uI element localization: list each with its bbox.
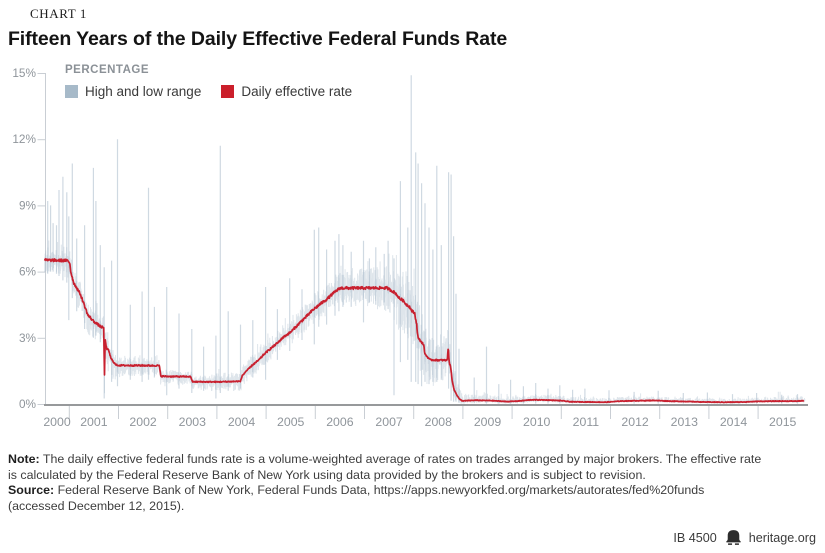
site-url: heritage.org xyxy=(748,530,816,545)
high-low-spikes xyxy=(47,75,799,404)
legend-swatch-range-icon xyxy=(65,85,78,98)
x-axis-year-label: 2008 xyxy=(425,415,453,429)
y-axis-tick-label: 15% xyxy=(12,66,36,80)
note-line-1: Note: The daily effective federal funds … xyxy=(8,452,762,466)
heritage-bell-icon xyxy=(725,529,742,546)
x-axis-year-label: 2013 xyxy=(671,415,699,429)
x-axis-year-label: 2004 xyxy=(228,415,256,429)
y-axis-tick-label: 3% xyxy=(19,331,37,345)
legend-row: High and low range Daily effective rate xyxy=(65,84,352,99)
footer: IB 4500 heritage.org xyxy=(673,529,816,546)
x-axis-year-label: 2002 xyxy=(129,415,157,429)
x-axis-year-label: 2007 xyxy=(375,415,403,429)
x-axis-year-label: 2006 xyxy=(326,415,354,429)
x-axis-year-label: 2012 xyxy=(621,415,649,429)
source-line-2: (accessed December 12, 2015). xyxy=(8,498,185,513)
note-line-2: is calculated by the Federal Reserve Ban… xyxy=(8,467,646,482)
x-axis-year-label: 2003 xyxy=(179,415,207,429)
x-axis-year-label: 2014 xyxy=(720,415,748,429)
legend-label-rate: Daily effective rate xyxy=(241,84,353,99)
chart-legend: PERCENTAGE High and low range Daily effe… xyxy=(65,64,352,99)
y-axis-heading: PERCENTAGE xyxy=(65,64,150,76)
x-axis-year-label: 2011 xyxy=(573,415,600,429)
chart-title: Fifteen Years of the Daily Effective Fed… xyxy=(8,28,508,50)
axes: 0% 3% 6% 9% 12% 15% 2000 2001 2002 2003 2004 2005 20… xyxy=(12,66,808,429)
source-line-1: Source: Federal Reserve Bank of New York… xyxy=(8,483,705,498)
report-id: IB 4500 xyxy=(673,530,717,545)
y-axis-tick-label: 6% xyxy=(19,265,37,279)
footnote-block: Note: The daily effective federal funds … xyxy=(8,452,793,514)
x-axis-year-label: 2000 xyxy=(43,415,71,429)
y-axis-tick-label: 12% xyxy=(12,132,36,146)
x-axis-year-label: 2010 xyxy=(523,415,551,429)
source-label: Source: xyxy=(8,483,55,498)
x-axis-year-label: 2015 xyxy=(769,415,797,429)
legend-label-range: High and low range xyxy=(85,84,202,99)
x-axis-year-label: 2009 xyxy=(474,415,502,429)
x-axis-year-label: 2001 xyxy=(80,415,108,429)
chart-kicker: CHART 1 xyxy=(30,6,87,21)
daily-effective-rate-line xyxy=(43,258,805,404)
note-label: Note: xyxy=(8,452,40,466)
y-axis-tick-label: 0% xyxy=(19,397,37,411)
legend-swatch-rate-icon xyxy=(221,85,235,98)
x-axis-year-label: 2005 xyxy=(277,415,305,429)
y-axis-tick-label: 9% xyxy=(19,198,37,212)
